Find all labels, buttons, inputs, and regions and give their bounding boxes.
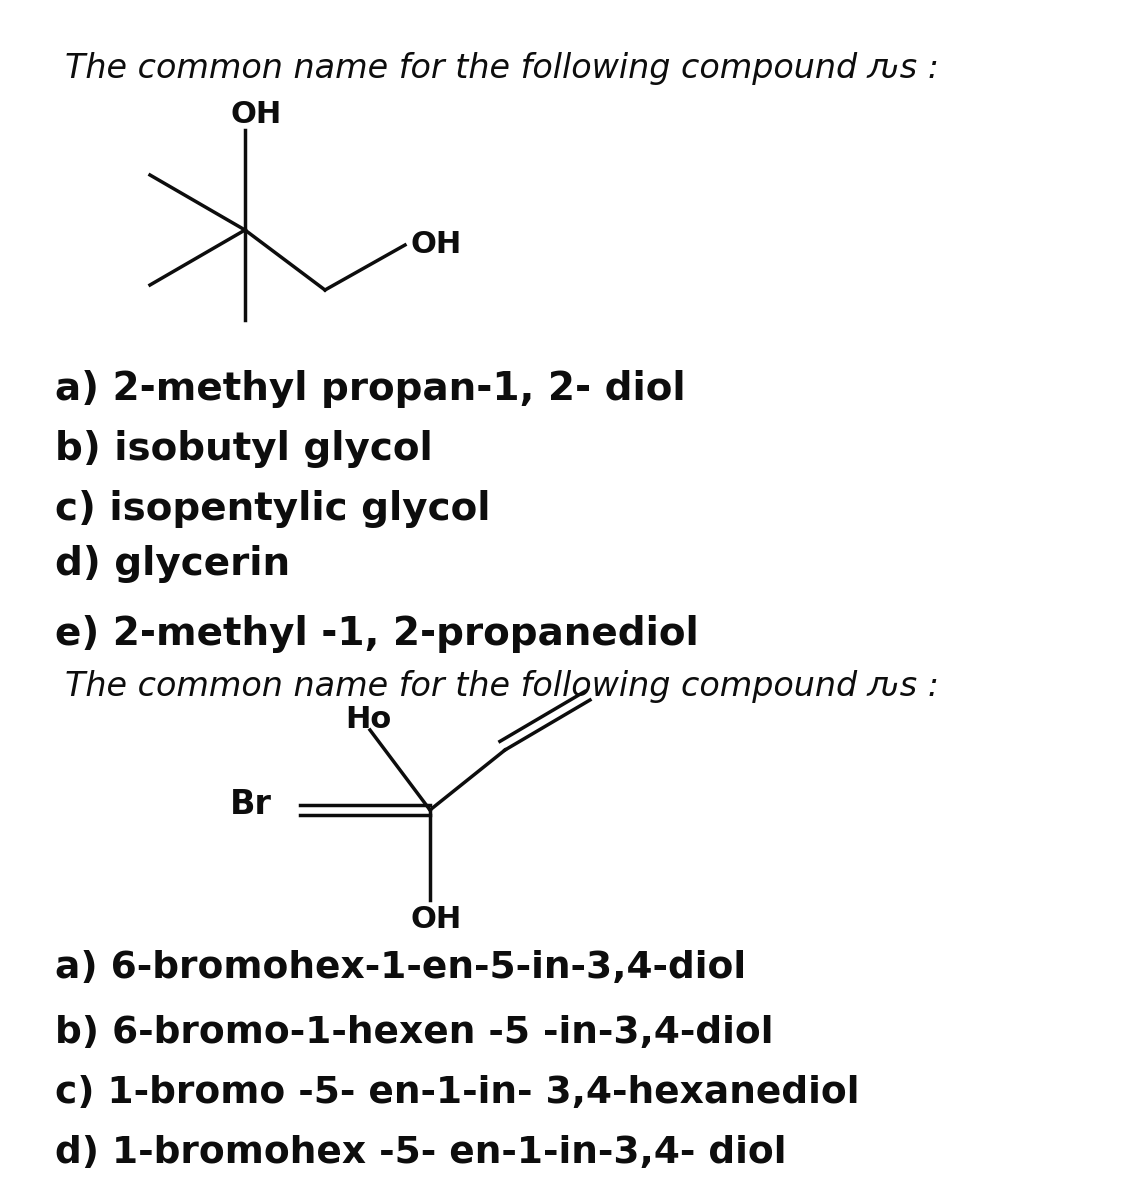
Text: a) 6-bromohex-1-en-5-in-3,4-diol: a) 6-bromohex-1-en-5-in-3,4-diol — [55, 950, 746, 986]
Text: OH: OH — [230, 100, 281, 128]
Text: OH: OH — [410, 905, 461, 934]
Text: e) 2-methyl -1, 2-propanediol: e) 2-methyl -1, 2-propanediol — [55, 614, 699, 653]
Text: b) 6-bromo-1-hexen -5 -in-3,4-diol: b) 6-bromo-1-hexen -5 -in-3,4-diol — [55, 1015, 774, 1051]
Text: c) 1-bromo -5- en-1-in- 3,4-hexanediol: c) 1-bromo -5- en-1-in- 3,4-hexanediol — [55, 1075, 860, 1111]
Text: The common name for the following compound ԉs :: The common name for the following compou… — [65, 670, 939, 703]
Text: b) isobutyl glycol: b) isobutyl glycol — [55, 430, 433, 468]
Text: Br: Br — [230, 788, 272, 821]
Text: c) isopentylic glycol: c) isopentylic glycol — [55, 490, 490, 528]
Text: d) glycerin: d) glycerin — [55, 545, 290, 583]
Text: The common name for the following compound ԉs :: The common name for the following compou… — [65, 52, 939, 85]
Text: Ho: Ho — [346, 704, 391, 734]
Text: d) 1-bromohex -5- en-1-in-3,4- diol: d) 1-bromohex -5- en-1-in-3,4- diol — [55, 1135, 786, 1171]
Text: OH: OH — [410, 230, 461, 259]
Text: a) 2-methyl propan-1, 2- diol: a) 2-methyl propan-1, 2- diol — [55, 370, 685, 408]
